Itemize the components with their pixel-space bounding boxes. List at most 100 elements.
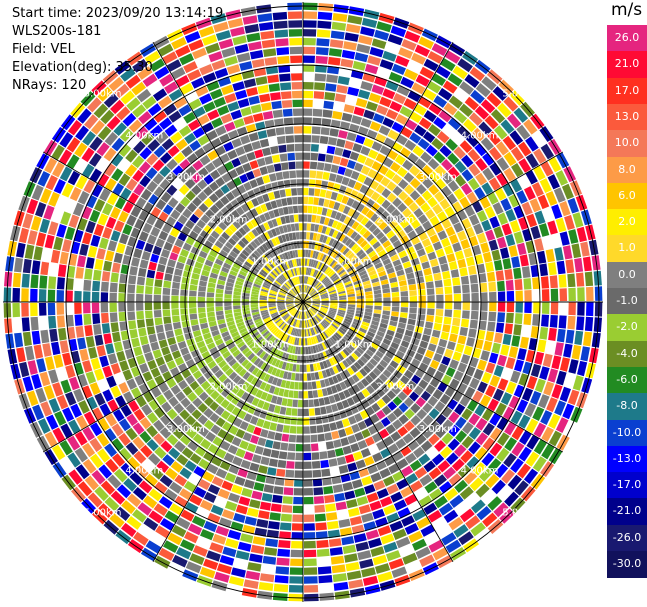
range-gate-cell bbox=[195, 446, 207, 457]
range-gate-cell bbox=[267, 191, 275, 201]
range-gate-cell bbox=[207, 282, 216, 288]
range-gate-cell bbox=[139, 147, 152, 160]
range-gate-cell bbox=[286, 251, 292, 260]
range-gate-cell bbox=[374, 297, 382, 302]
range-gate-cell bbox=[434, 370, 444, 381]
range-gate-cell bbox=[112, 453, 126, 467]
range-gate-cell bbox=[121, 522, 137, 538]
range-gate-cell bbox=[40, 401, 53, 417]
range-gate-cell bbox=[306, 232, 311, 240]
range-gate-cell bbox=[460, 239, 471, 250]
range-gate-cell bbox=[505, 312, 514, 324]
range-gate-cell bbox=[363, 352, 372, 361]
range-gate-cell bbox=[482, 512, 498, 528]
range-gate-cell bbox=[392, 197, 402, 208]
range-gate-cell bbox=[132, 155, 145, 169]
range-gate-cell bbox=[228, 274, 237, 280]
range-gate-cell bbox=[297, 329, 301, 337]
range-gate-cell bbox=[81, 163, 95, 178]
range-gate-cell bbox=[303, 293, 305, 301]
range-gate-cell bbox=[355, 134, 366, 145]
range-gate-cell bbox=[466, 456, 480, 470]
range-gate-cell bbox=[225, 202, 235, 213]
range-gate-cell bbox=[319, 323, 325, 330]
range-gate-cell bbox=[207, 150, 219, 161]
range-gate-cell bbox=[465, 256, 475, 267]
range-gate-cell bbox=[264, 318, 272, 324]
range-gate-cell bbox=[414, 352, 424, 362]
range-gate-cell bbox=[439, 198, 451, 210]
range-gate-cell bbox=[574, 330, 584, 346]
range-gate-cell bbox=[324, 432, 333, 441]
range-gate-cell bbox=[317, 433, 325, 442]
range-gate-cell bbox=[303, 55, 315, 63]
range-gate-cell bbox=[290, 327, 295, 335]
range-gate-cell bbox=[319, 273, 325, 281]
range-gate-cell bbox=[371, 391, 381, 402]
range-gate-cell bbox=[329, 309, 337, 313]
range-gate-cell bbox=[443, 278, 452, 287]
range-gate-cell bbox=[144, 117, 158, 131]
range-gate-cell bbox=[470, 89, 485, 104]
range-gate-cell bbox=[416, 408, 428, 420]
colorbar-swatch bbox=[607, 314, 647, 342]
range-gate-cell bbox=[314, 407, 321, 416]
range-gate-cell bbox=[432, 203, 443, 215]
range-gate-cell bbox=[359, 240, 368, 248]
range-gate-cell bbox=[441, 406, 453, 418]
range-gate-cell bbox=[389, 360, 399, 369]
range-gate-cell bbox=[232, 375, 242, 384]
range-gate-cell bbox=[409, 296, 418, 302]
range-gate-cell bbox=[174, 440, 186, 453]
range-gate-cell bbox=[404, 369, 414, 380]
range-gate-cell bbox=[128, 320, 137, 330]
range-gate-cell bbox=[303, 426, 310, 434]
range-gate-cell bbox=[275, 330, 282, 338]
range-gate-cell bbox=[334, 265, 342, 272]
range-gate-cell bbox=[303, 303, 306, 310]
range-gate-cell bbox=[347, 304, 356, 308]
range-gate-cell bbox=[257, 273, 266, 280]
range-gate-cell bbox=[155, 324, 164, 334]
range-gate-cell bbox=[525, 169, 538, 185]
range-gate-cell bbox=[166, 360, 177, 370]
range-gate-cell bbox=[235, 146, 246, 156]
range-gate-cell bbox=[145, 310, 153, 319]
range-gate-cell bbox=[35, 202, 47, 218]
range-gate-cell bbox=[376, 67, 391, 79]
range-gate-cell bbox=[332, 155, 342, 165]
range-gate-cell bbox=[87, 492, 103, 508]
range-gate-cell bbox=[351, 258, 360, 265]
range-gate-cell bbox=[283, 334, 289, 342]
range-gate-cell bbox=[541, 443, 555, 460]
range-gate-cell bbox=[96, 345, 106, 357]
range-gate-cell bbox=[472, 462, 487, 476]
range-gate-cell bbox=[337, 342, 344, 350]
range-gate-cell bbox=[347, 293, 355, 298]
range-gate-cell bbox=[424, 274, 434, 283]
range-gate-cell bbox=[459, 140, 473, 154]
range-gate-cell bbox=[303, 152, 311, 160]
range-gate-cell bbox=[446, 193, 458, 205]
range-gate-cell bbox=[491, 479, 506, 495]
range-gate-cell bbox=[326, 315, 333, 321]
range-gate-cell bbox=[273, 163, 282, 172]
range-gate-cell bbox=[324, 280, 331, 286]
range-gate-cell bbox=[292, 514, 303, 522]
range-gate-cell bbox=[375, 563, 391, 574]
range-gate-cell bbox=[299, 364, 303, 372]
range-gate-cell bbox=[547, 220, 558, 235]
range-gate-cell bbox=[504, 269, 513, 280]
range-gate-cell bbox=[214, 240, 224, 249]
range-gate-cell bbox=[362, 230, 371, 239]
range-gate-cell bbox=[144, 473, 158, 487]
range-gate-cell bbox=[359, 184, 369, 194]
range-gate-cell bbox=[259, 304, 267, 307]
range-gate-cell bbox=[228, 237, 237, 246]
range-gate-cell bbox=[303, 126, 312, 134]
range-gate-cell bbox=[496, 157, 510, 171]
range-gate-cell bbox=[104, 496, 120, 512]
range-gate-cell bbox=[253, 263, 261, 271]
range-gate-cell bbox=[471, 302, 479, 311]
range-gate-cell bbox=[297, 346, 301, 355]
